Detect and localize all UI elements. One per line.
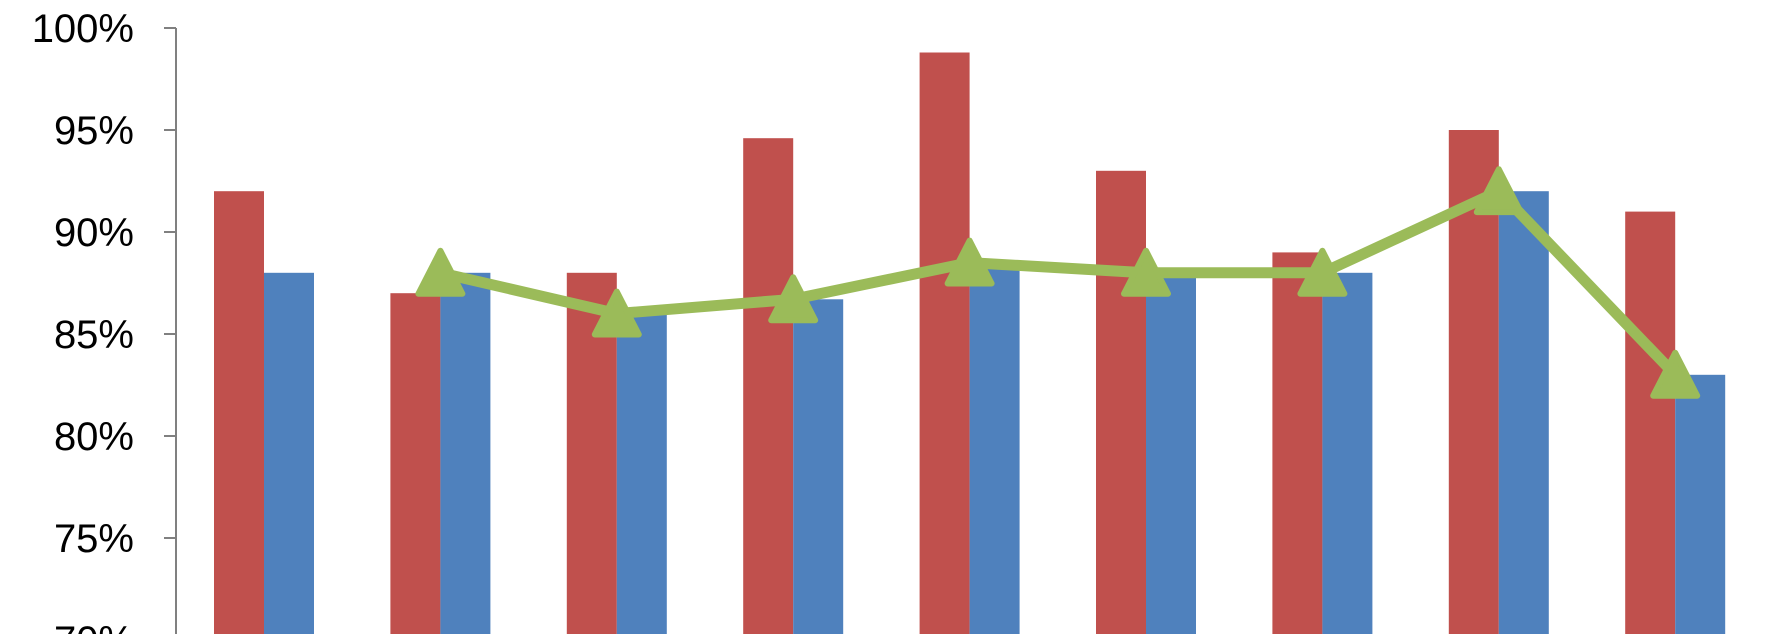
line-marker-2	[415, 247, 466, 297]
y-axis: 70% 75% 80% 85% 90% 95% 100%	[32, 7, 177, 634]
line-marker-6	[1121, 247, 1171, 297]
bar-series1-6	[1096, 170, 1146, 634]
line-layer	[415, 166, 1701, 399]
bar-series2-4	[793, 299, 844, 634]
y-tick-label: 70%	[54, 619, 134, 634]
line-series-1	[434, 185, 1681, 381]
line-marker-5	[944, 237, 995, 287]
y-tick-label: 75%	[54, 517, 134, 561]
line-marker-8	[1473, 166, 1524, 216]
bar-series1-1	[214, 191, 264, 634]
bar-series2-8	[1498, 191, 1549, 634]
bar-series2-5	[969, 268, 1020, 634]
y-tick-label: 85%	[54, 313, 134, 357]
bar-series2-1	[264, 272, 314, 634]
line-marker-4	[768, 274, 819, 324]
bar-series1-2	[390, 293, 441, 634]
bar-series1-7	[1272, 252, 1323, 634]
bars-layer	[214, 52, 1726, 634]
bar-series1-5	[919, 52, 970, 634]
bar-series2-2	[440, 272, 491, 634]
bar-series1-9	[1625, 211, 1676, 634]
line-marker-7	[1297, 247, 1348, 297]
bar-series2-9	[1675, 374, 1726, 634]
bar-series2-3	[616, 313, 667, 634]
y-tick-label: 90%	[54, 211, 134, 255]
bar-series2-6	[1146, 272, 1196, 634]
bar-series1-4	[743, 138, 794, 634]
line-marker-3	[591, 288, 642, 338]
bar-series2-7	[1322, 272, 1373, 634]
y-tick-label: 100%	[32, 7, 134, 51]
y-tick-label: 80%	[54, 415, 134, 459]
line-marker-9	[1650, 349, 1701, 399]
y-tick-label: 95%	[54, 109, 134, 153]
